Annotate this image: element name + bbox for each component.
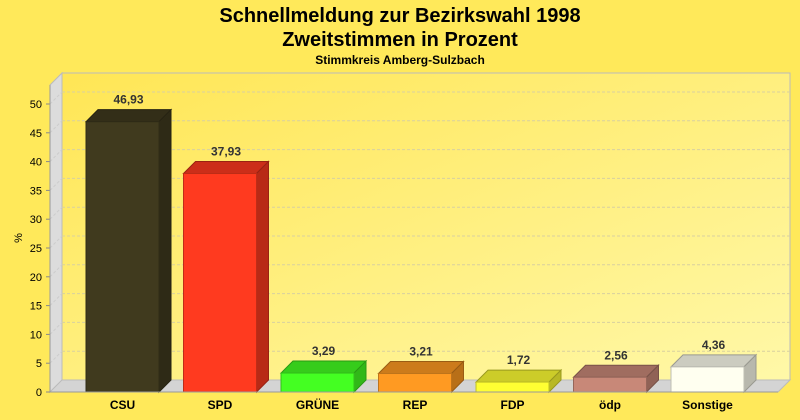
y-tick-label: 40 [30, 157, 42, 169]
bar-top [182, 161, 270, 175]
bar-top [279, 360, 368, 374]
y-tick-label: 20 [30, 272, 42, 284]
bar-top [669, 354, 758, 368]
y-tick-label: 35 [30, 185, 42, 197]
gridline-side [49, 91, 63, 105]
x-tick-label: FDP [501, 398, 525, 412]
gridline-side [49, 120, 63, 134]
chart-title: Schnellmeldung zur Bezirkswahl 1998 [219, 5, 580, 27]
bar [378, 373, 452, 393]
chart-title-2: Zweitstimmen in Prozent [282, 29, 518, 51]
data-label: 3,29 [312, 344, 336, 358]
x-tick-label: REP [403, 398, 428, 412]
y-tick-label: 50 [30, 99, 42, 111]
bar-top [84, 109, 173, 123]
gridline-side [49, 235, 63, 249]
bar [573, 376, 647, 393]
x-tick-label: CSU [110, 398, 135, 412]
bar-side [158, 108, 172, 394]
y-tick-label: 30 [30, 214, 42, 226]
y-tick-label: 0 [36, 387, 42, 399]
bar-top [474, 369, 563, 383]
gridline-side [49, 350, 63, 364]
bar-top [572, 364, 660, 378]
y-tick-label: 15 [30, 301, 42, 313]
gridline-side [49, 149, 63, 162]
y-tick-label: 10 [30, 329, 42, 341]
y-tick-label: 25 [30, 243, 42, 255]
bar [183, 173, 257, 393]
data-label: 46,93 [113, 93, 143, 107]
x-tick-label: ödp [599, 398, 621, 412]
x-tick-label: SPD [208, 398, 233, 412]
left-wall [49, 71, 63, 394]
y-axis-label: % [13, 233, 25, 243]
bar [475, 381, 550, 393]
gridline-side [49, 264, 63, 278]
bar-side [256, 160, 269, 394]
bar [280, 372, 355, 393]
gridline-side [49, 206, 63, 220]
chart-subtitle: Stimmkreis Amberg-Sulzbach [315, 53, 485, 67]
y-tick-label: 5 [36, 358, 42, 370]
bar [670, 366, 745, 393]
bar [85, 121, 160, 393]
data-label: 37,93 [211, 145, 241, 159]
data-label: 3,21 [409, 345, 433, 359]
data-label: 2,56 [604, 348, 628, 362]
gridline-side [49, 293, 63, 306]
x-tick-label: Sonstige [682, 398, 733, 412]
data-label: 1,72 [507, 353, 531, 367]
gridline-side [49, 178, 63, 191]
y-tick-label: 45 [30, 128, 42, 140]
bar-top [377, 361, 465, 375]
x-tick-label: GRÜNE [296, 397, 339, 412]
data-label: 4,36 [702, 338, 726, 352]
gridline-side [49, 322, 63, 335]
